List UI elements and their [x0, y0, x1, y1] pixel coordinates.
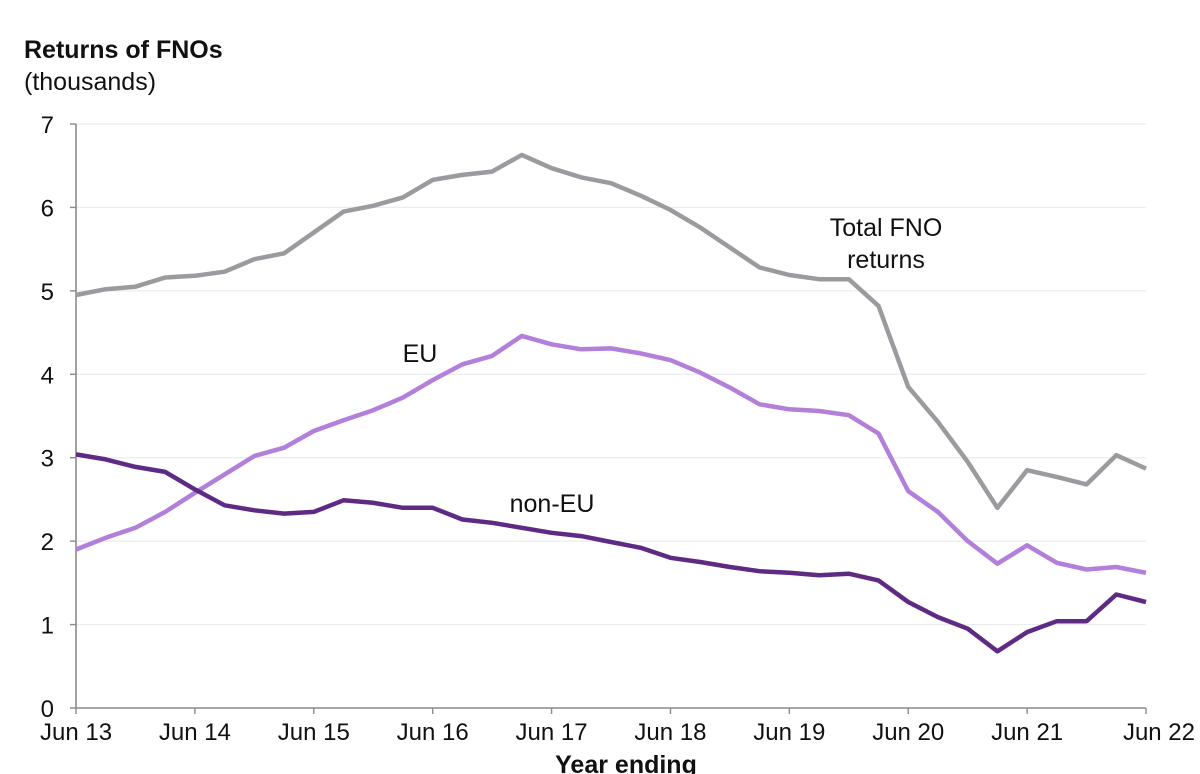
- x-tick-label: Jun 19: [753, 719, 825, 746]
- series-label: non-EU: [510, 490, 595, 518]
- gridlines: [76, 123, 1146, 626]
- y-tick-label: 4: [41, 362, 54, 389]
- x-tick-label: Jun 15: [278, 719, 350, 746]
- y-tick-label: 5: [41, 279, 54, 306]
- series-label: EU: [403, 340, 438, 368]
- series-labels: Total FNO returns EU non-EU: [403, 214, 943, 518]
- y-axis-unit-label: (thousands): [24, 68, 157, 96]
- series-lines: [75, 152, 1147, 654]
- series-label: returns: [847, 246, 925, 274]
- series-line-eu: [75, 333, 1147, 576]
- axes: [75, 124, 1146, 709]
- y-tick-label: 6: [41, 195, 54, 222]
- y-tick-label: 0: [41, 696, 54, 723]
- y-tick-label: 7: [41, 112, 54, 139]
- y-axis-ticks: 0 1 2 3 4 5 6 7: [41, 112, 76, 723]
- x-tick-label: Jun 17: [516, 719, 588, 746]
- x-tick-label: Jun 18: [634, 719, 706, 746]
- x-tick-label: Jun 13: [40, 719, 112, 746]
- series-line-non-eu: [75, 452, 1147, 654]
- x-tick-label: Jun 16: [397, 719, 469, 746]
- y-tick-label: 3: [41, 446, 54, 473]
- x-axis-ticks: Jun 13 Jun 14 Jun 15 Jun 16 Jun 17 Jun 18 Jun …: [40, 708, 1195, 746]
- series-line-total-fno-returns: [75, 152, 1147, 511]
- x-tick-label: Jun 14: [159, 719, 231, 746]
- chart-title: Returns of FNOs: [24, 36, 223, 64]
- y-tick-label: 2: [41, 529, 54, 556]
- x-axis-title: Year ending: [555, 751, 697, 774]
- x-tick-label: Jun 22: [1123, 719, 1195, 746]
- series-label: Total FNO: [830, 214, 943, 242]
- y-tick-label: 1: [41, 613, 54, 640]
- x-tick-label: Jun 20: [872, 719, 944, 746]
- x-tick-label: Jun 21: [991, 719, 1063, 746]
